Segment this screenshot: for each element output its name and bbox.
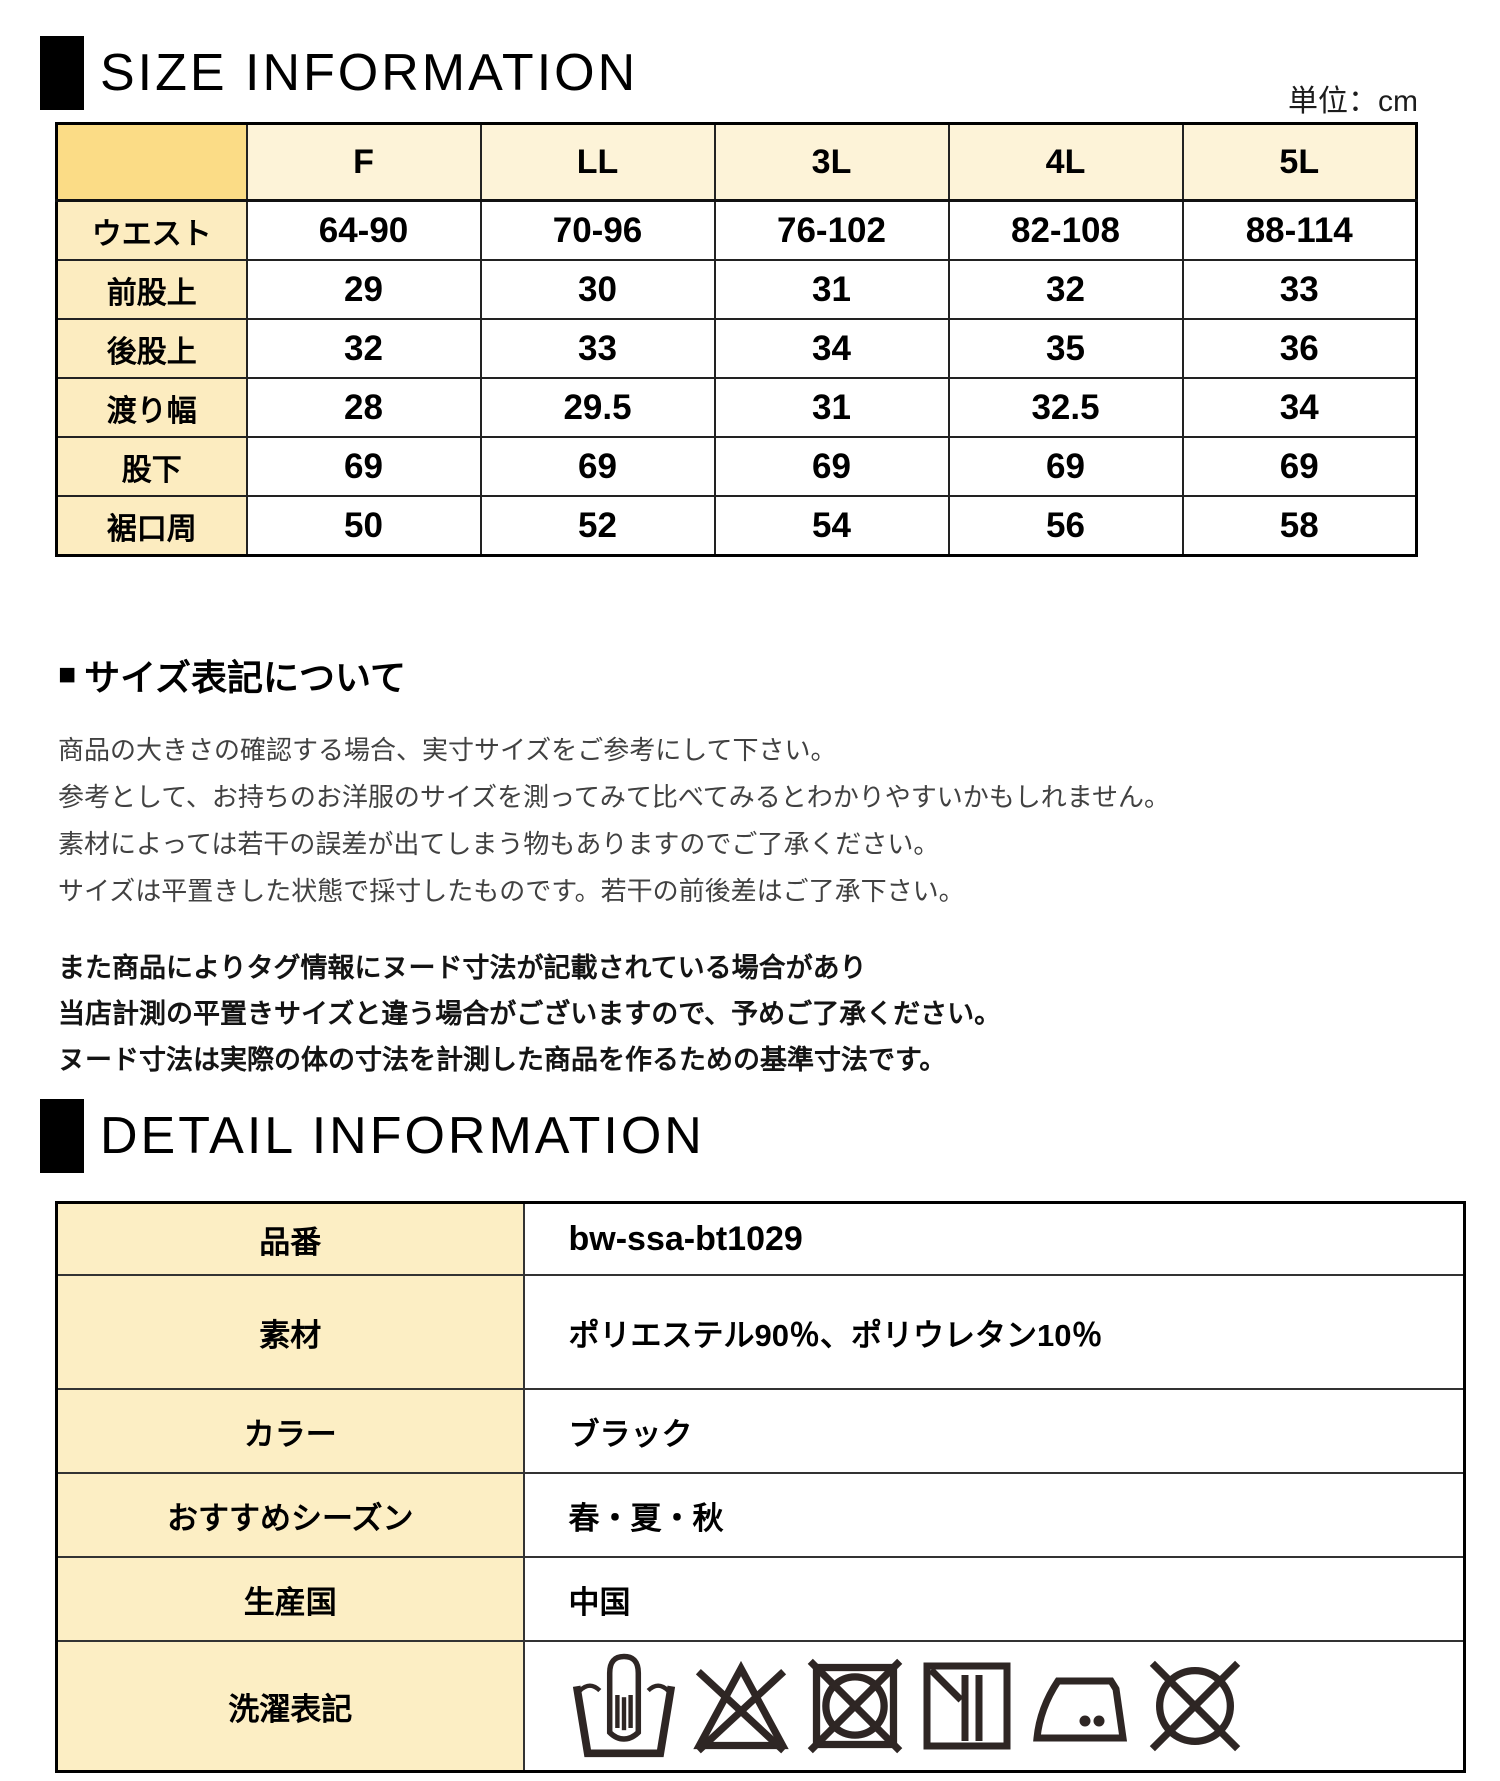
- size-cell: 33: [479, 318, 716, 379]
- size-cell: 54: [713, 495, 950, 557]
- care-icons-row: [569, 1651, 1464, 1761]
- detail-row-item-number: 品番 bw-ssa-bt1029: [55, 1201, 1466, 1276]
- size-title-block: SIZE INFORMATION: [40, 36, 638, 110]
- size-row-label: ウエスト: [55, 199, 248, 261]
- size-row-label: 裾口周: [55, 495, 248, 557]
- size-section-title: SIZE INFORMATION: [100, 44, 639, 102]
- size-notes-heading: ■ サイズ表記について: [58, 649, 1438, 701]
- size-cell: 69: [947, 436, 1184, 497]
- detail-row-country: 生産国 中国: [55, 1556, 1466, 1642]
- material-value: ポリエステル90％、ポリウレタン10％: [522, 1274, 1466, 1390]
- detail-row-color: カラー ブラック: [55, 1388, 1466, 1474]
- detail-header-row: DETAIL INFORMATION: [40, 1099, 1418, 1173]
- size-note-line: 素材によっては若干の誤差が出てしまう物もありますのでご了承ください。: [58, 829, 940, 859]
- size-table-row-waist: ウエスト 64-90 70-96 76-102 82-108 88-114: [55, 199, 1418, 261]
- detail-row-season: おすすめシーズン 春・夏・秋: [55, 1472, 1466, 1558]
- size-col-header-ll: LL: [479, 122, 716, 202]
- size-table-row-hem: 裾口周 50 52 54 56 58: [55, 495, 1418, 557]
- size-row-label: 渡り幅: [55, 377, 248, 438]
- detail-row-label: 品番: [55, 1201, 525, 1276]
- size-note-bold-line: ヌード寸法は実際の体の寸法を計測した商品を作るための基準寸法です。: [58, 1045, 947, 1075]
- size-cell: 64-90: [245, 199, 482, 261]
- size-notes-paragraphs: 商品の大きさの確認する場合、実寸サイズをご参考にして下さい。 参考として、お持ち…: [58, 727, 1438, 915]
- detail-row-label: おすすめシーズン: [55, 1472, 525, 1558]
- size-cell: 69: [245, 436, 482, 497]
- size-cell: 35: [947, 318, 1184, 379]
- do-not-dry-clean-icon: [1149, 1660, 1240, 1752]
- size-col-header-4l: 4L: [947, 122, 1184, 202]
- size-cell: 29.5: [479, 377, 716, 438]
- detail-row-label: 生産国: [55, 1556, 525, 1642]
- size-note-bold-line: また商品によりタグ情報にヌード寸法が記載されている場合があり: [58, 953, 867, 983]
- hand-wash-icon: [572, 1653, 675, 1758]
- iron-medium-heat-icon: [1032, 1677, 1127, 1742]
- size-cell: 50: [245, 495, 482, 557]
- size-note-line: 商品の大きさの確認する場合、実寸サイズをご参考にして下さい。: [58, 735, 837, 765]
- size-notes-heading-text: サイズ表記について: [84, 657, 406, 698]
- size-cell: 56: [947, 495, 1184, 557]
- detail-section-title: DETAIL INFORMATION: [100, 1107, 705, 1165]
- size-cell: 70-96: [479, 199, 716, 261]
- item-number-value: bw-ssa-bt1029: [522, 1201, 1466, 1276]
- do-not-bleach-icon: [692, 1660, 789, 1754]
- detail-row-material: 素材 ポリエステル90％、ポリウレタン10％: [55, 1274, 1466, 1390]
- size-cell: 82-108: [947, 199, 1184, 261]
- size-cell: 29: [245, 259, 482, 320]
- size-cell: 30: [479, 259, 716, 320]
- size-row-label: 股下: [55, 436, 248, 497]
- black-bar-icon: [40, 36, 84, 110]
- size-table-row-back-rise: 後股上 32 33 34 35 36: [55, 318, 1418, 379]
- care-icons-cell: [522, 1640, 1466, 1773]
- size-cell: 76-102: [713, 199, 950, 261]
- drip-dry-in-shade-icon: [923, 1662, 1010, 1750]
- size-cell: 32: [245, 318, 482, 379]
- size-row-label: 前股上: [55, 259, 248, 320]
- size-cell: 69: [479, 436, 716, 497]
- size-cell: 58: [1181, 495, 1418, 557]
- size-cell: 32: [947, 259, 1184, 320]
- size-note-bold-line: 当店計測の平置きサイズと違う場合がございますので、予めご了承ください。: [58, 999, 1002, 1029]
- unit-label: 単位：cm: [1288, 85, 1418, 118]
- size-note-line: 参考として、お持ちのお洋服のサイズを測ってみて比べてみるとわかりやすいかもしれま…: [58, 782, 1171, 812]
- black-bar-icon: [40, 1099, 84, 1173]
- detail-row-care: 洗濯表記: [55, 1640, 1466, 1773]
- size-table: F LL 3L 4L 5L ウエスト 64-90 70-96 76-102 82…: [55, 122, 1418, 557]
- detail-row-label: 洗濯表記: [55, 1640, 525, 1773]
- size-col-header-5l: 5L: [1181, 122, 1418, 202]
- detail-row-label: カラー: [55, 1388, 525, 1474]
- size-cell: 32.5: [947, 377, 1184, 438]
- size-cell: 34: [713, 318, 950, 379]
- size-header-row: SIZE INFORMATION 単位：cm: [40, 36, 1418, 118]
- size-col-header-3l: 3L: [713, 122, 950, 202]
- size-cell: 33: [1181, 259, 1418, 320]
- detail-row-label: 素材: [55, 1274, 525, 1390]
- size-table-row-inseam: 股下 69 69 69 69 69: [55, 436, 1418, 497]
- size-notes-bold-paragraphs: また商品によりタグ情報にヌード寸法が記載されている場合があり 当店計測の平置きサ…: [58, 945, 1438, 1083]
- size-table-row-thigh-width: 渡り幅 28 29.5 31 32.5 34: [55, 377, 1418, 438]
- size-cell: 69: [713, 436, 950, 497]
- country-value: 中国: [522, 1556, 1466, 1642]
- size-table-corner-cell: [55, 122, 248, 202]
- size-notes-section: ■ サイズ表記について 商品の大きさの確認する場合、実寸サイズをご参考にして下さ…: [58, 649, 1438, 1083]
- square-bullet-icon: ■: [58, 658, 77, 691]
- color-value: ブラック: [522, 1388, 1466, 1474]
- size-note-line: サイズは平置きした状態で採寸したものです。若干の前後差はご了承下さい。: [58, 876, 965, 906]
- do-not-tumble-dry-icon: [807, 1658, 902, 1754]
- size-cell: 31: [713, 377, 950, 438]
- size-cell: 36: [1181, 318, 1418, 379]
- size-cell: 34: [1181, 377, 1418, 438]
- size-table-header-row: F LL 3L 4L 5L: [55, 122, 1418, 202]
- size-col-header-f: F: [245, 122, 482, 202]
- size-cell: 31: [713, 259, 950, 320]
- size-row-label: 後股上: [55, 318, 248, 379]
- size-cell: 69: [1181, 436, 1418, 497]
- detail-table: 品番 bw-ssa-bt1029 素材 ポリエステル90％、ポリウレタン10％ …: [55, 1201, 1466, 1773]
- detail-title-block: DETAIL INFORMATION: [40, 1099, 705, 1173]
- size-cell: 28: [245, 377, 482, 438]
- size-table-row-front-rise: 前股上 29 30 31 32 33: [55, 259, 1418, 320]
- size-cell: 52: [479, 495, 716, 557]
- size-cell: 88-114: [1181, 199, 1418, 261]
- season-value: 春・夏・秋: [522, 1472, 1466, 1558]
